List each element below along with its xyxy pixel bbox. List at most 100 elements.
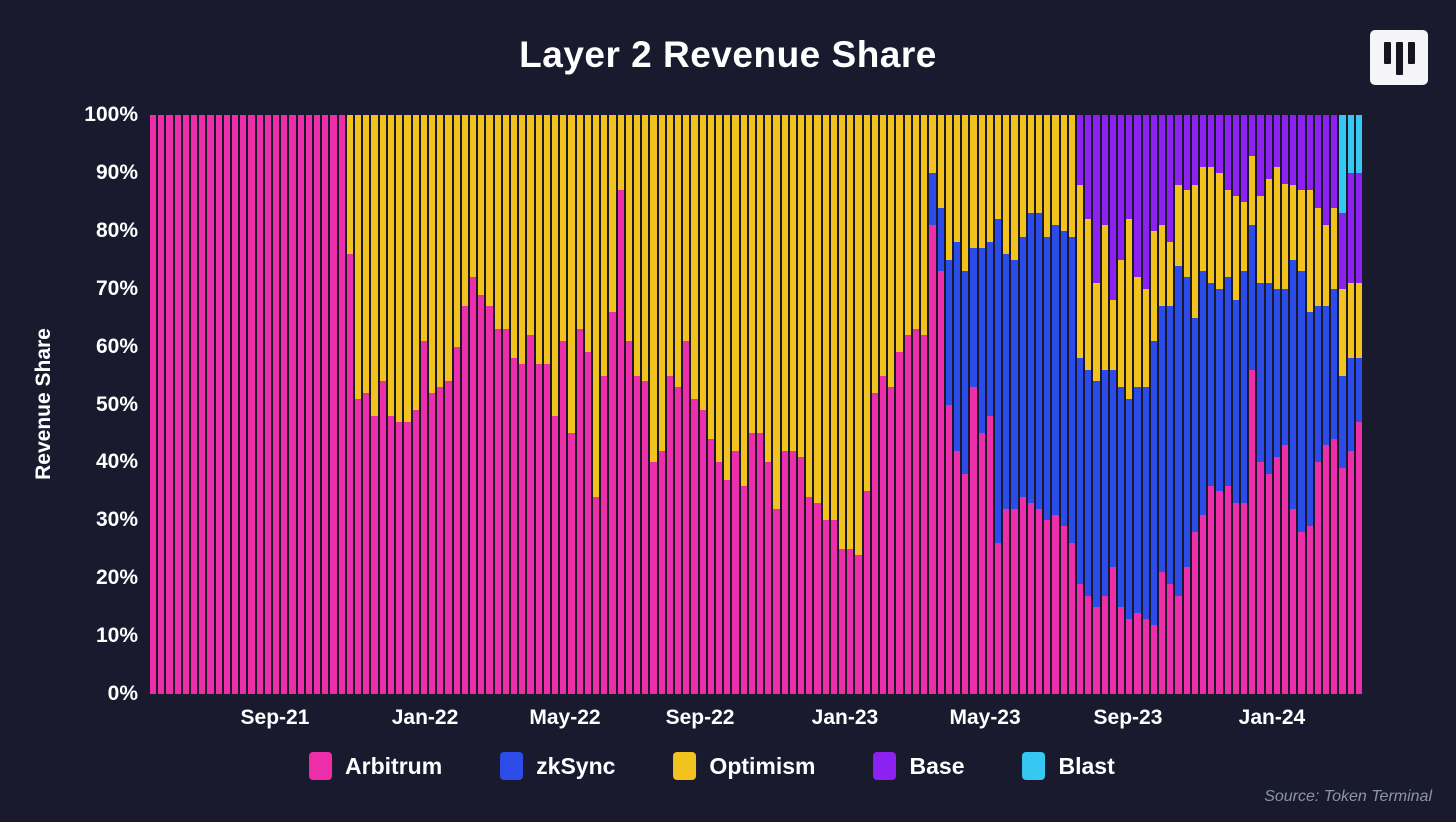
bar[interactable] bbox=[1314, 115, 1322, 694]
bar[interactable] bbox=[1282, 115, 1289, 694]
bar[interactable] bbox=[527, 115, 534, 694]
legend-item-optimism[interactable]: Optimism bbox=[673, 752, 816, 780]
bar[interactable] bbox=[1216, 115, 1223, 694]
bar[interactable] bbox=[486, 115, 493, 694]
bar[interactable] bbox=[305, 115, 313, 694]
bar[interactable] bbox=[1257, 115, 1264, 694]
bar[interactable] bbox=[1249, 115, 1256, 694]
bar[interactable] bbox=[1019, 115, 1026, 694]
bar[interactable] bbox=[1126, 115, 1133, 694]
bar[interactable] bbox=[297, 115, 304, 694]
legend-item-base[interactable]: Base bbox=[873, 752, 964, 780]
bar[interactable] bbox=[1101, 115, 1108, 694]
bar[interactable] bbox=[986, 115, 993, 694]
bar[interactable] bbox=[601, 115, 608, 694]
bar[interactable] bbox=[806, 115, 813, 694]
bar[interactable] bbox=[666, 115, 673, 694]
legend-item-arbitrum[interactable]: Arbitrum bbox=[309, 752, 442, 780]
bar[interactable] bbox=[494, 115, 501, 694]
bar[interactable] bbox=[1355, 115, 1363, 694]
bar[interactable] bbox=[1158, 115, 1166, 694]
bar[interactable] bbox=[888, 115, 895, 694]
bar[interactable] bbox=[896, 115, 903, 694]
bar[interactable] bbox=[264, 115, 272, 694]
bar[interactable] bbox=[740, 115, 747, 694]
bar[interactable] bbox=[420, 115, 427, 694]
legend-item-blast[interactable]: Blast bbox=[1022, 752, 1115, 780]
bar[interactable] bbox=[412, 115, 419, 694]
bar[interactable] bbox=[232, 115, 239, 694]
bar[interactable] bbox=[1109, 115, 1116, 694]
bar[interactable] bbox=[1085, 115, 1092, 694]
bar[interactable] bbox=[592, 115, 600, 694]
bar[interactable] bbox=[1241, 115, 1248, 694]
bar[interactable] bbox=[568, 115, 575, 694]
bar[interactable] bbox=[240, 115, 247, 694]
bar[interactable] bbox=[880, 115, 887, 694]
bar[interactable] bbox=[428, 115, 436, 694]
bar[interactable] bbox=[396, 115, 403, 694]
bar[interactable] bbox=[1027, 115, 1034, 694]
bar[interactable] bbox=[962, 115, 969, 694]
bar[interactable] bbox=[863, 115, 870, 694]
bar[interactable] bbox=[642, 115, 649, 694]
bar[interactable] bbox=[437, 115, 444, 694]
bar[interactable] bbox=[1339, 115, 1346, 694]
bar[interactable] bbox=[871, 115, 879, 694]
bar[interactable] bbox=[683, 115, 690, 694]
bar[interactable] bbox=[1142, 115, 1149, 694]
bar[interactable] bbox=[970, 115, 977, 694]
bar[interactable] bbox=[478, 115, 485, 694]
bar[interactable] bbox=[1150, 115, 1157, 694]
bar[interactable] bbox=[724, 115, 731, 694]
bar[interactable] bbox=[1191, 115, 1198, 694]
bar[interactable] bbox=[1003, 115, 1010, 694]
bar[interactable] bbox=[929, 115, 936, 694]
bar[interactable] bbox=[174, 115, 181, 694]
bar[interactable] bbox=[322, 115, 329, 694]
bar[interactable] bbox=[207, 115, 214, 694]
bar[interactable] bbox=[994, 115, 1002, 694]
bar[interactable] bbox=[1183, 115, 1190, 694]
bar[interactable] bbox=[150, 115, 157, 694]
bar[interactable] bbox=[1323, 115, 1330, 694]
bar[interactable] bbox=[551, 115, 559, 694]
bar[interactable] bbox=[1306, 115, 1313, 694]
bar[interactable] bbox=[158, 115, 165, 694]
bar[interactable] bbox=[855, 115, 862, 694]
bar[interactable] bbox=[363, 115, 370, 694]
bar[interactable] bbox=[617, 115, 624, 694]
bar[interactable] bbox=[1068, 115, 1075, 694]
bar[interactable] bbox=[281, 115, 288, 694]
bar[interactable] bbox=[953, 115, 961, 694]
bar[interactable] bbox=[1167, 115, 1174, 694]
bar[interactable] bbox=[1175, 115, 1182, 694]
bar[interactable] bbox=[519, 115, 526, 694]
bar[interactable] bbox=[355, 115, 362, 694]
bar[interactable] bbox=[1200, 115, 1207, 694]
bar[interactable] bbox=[1224, 115, 1231, 694]
bar[interactable] bbox=[1273, 115, 1281, 694]
bar[interactable] bbox=[191, 115, 198, 694]
bar[interactable] bbox=[716, 115, 723, 694]
bar[interactable] bbox=[387, 115, 395, 694]
bar[interactable] bbox=[904, 115, 911, 694]
bar[interactable] bbox=[166, 115, 173, 694]
bar[interactable] bbox=[215, 115, 222, 694]
bar[interactable] bbox=[346, 115, 354, 694]
bar[interactable] bbox=[453, 115, 460, 694]
bar[interactable] bbox=[699, 115, 706, 694]
bar[interactable] bbox=[1044, 115, 1051, 694]
bar[interactable] bbox=[1035, 115, 1043, 694]
bar[interactable] bbox=[1347, 115, 1354, 694]
bar[interactable] bbox=[461, 115, 468, 694]
bar[interactable] bbox=[633, 115, 641, 694]
bar[interactable] bbox=[560, 115, 567, 694]
bar[interactable] bbox=[658, 115, 665, 694]
bar[interactable] bbox=[273, 115, 280, 694]
bar[interactable] bbox=[182, 115, 190, 694]
bar[interactable] bbox=[1265, 115, 1272, 694]
bar[interactable] bbox=[223, 115, 231, 694]
bar[interactable] bbox=[765, 115, 772, 694]
bar[interactable] bbox=[510, 115, 518, 694]
